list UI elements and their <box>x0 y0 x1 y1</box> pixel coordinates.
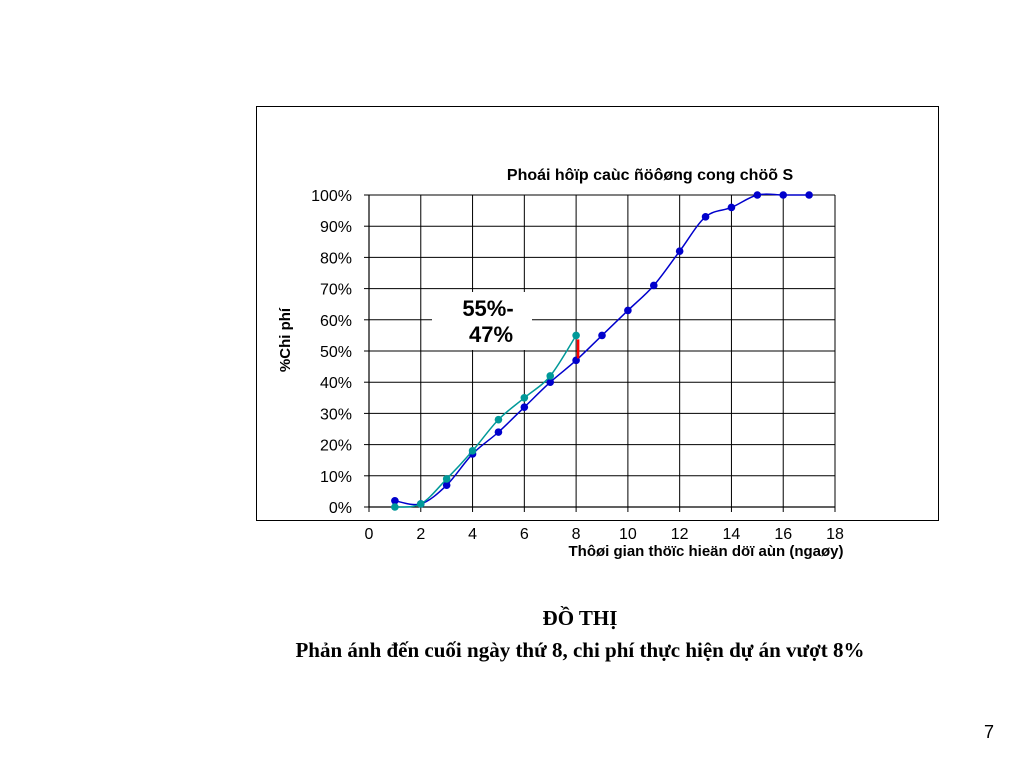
y-axis-label: %Chi phí <box>277 307 294 372</box>
y-tick-label: 60% <box>320 313 352 330</box>
x-tick-label: 10 <box>619 526 637 543</box>
x-tick-label: 16 <box>774 526 792 543</box>
caption-subtitle: Phản ánh đến cuối ngày thứ 8, chi phí th… <box>295 638 865 662</box>
series-point-2 <box>416 500 425 508</box>
x-tick-label: 4 <box>468 526 477 543</box>
y-tick-label: 10% <box>320 469 352 486</box>
series-point-2 <box>572 331 580 340</box>
x-tick-label: 18 <box>826 526 844 543</box>
x-tick-label: 2 <box>416 526 425 543</box>
series-point-1 <box>391 496 399 505</box>
series-point-1 <box>805 191 813 199</box>
series-point-1 <box>572 356 580 365</box>
series-point-1 <box>675 247 684 255</box>
series-line-2 <box>394 334 577 508</box>
y-tick-label: 90% <box>320 219 352 236</box>
grid <box>368 194 836 508</box>
series-point-1 <box>701 213 710 221</box>
series-point-2 <box>442 475 451 483</box>
y-tick-label: 50% <box>320 344 352 361</box>
annotation-line-1: 55%- <box>462 296 513 321</box>
y-tick-label: 80% <box>320 250 352 267</box>
series-point-1 <box>727 203 736 212</box>
y-tick-label: 30% <box>320 406 352 423</box>
y-tick-label: 70% <box>320 282 352 299</box>
series-point-2 <box>468 447 477 455</box>
series-point-2 <box>391 503 399 511</box>
series <box>391 191 813 511</box>
page-number: 7 <box>983 722 994 742</box>
x-tick-label: 8 <box>572 526 581 543</box>
caption-title: ĐỒ THỊ <box>542 606 618 630</box>
chart-frame <box>256 106 939 521</box>
x-tick-label: 0 <box>365 526 374 543</box>
y-tick-label: 40% <box>320 375 352 392</box>
series-point-2 <box>494 415 503 424</box>
annotation-line-2: 47% <box>469 322 513 347</box>
y-tick-label: 0% <box>329 500 352 517</box>
series-point-1 <box>624 306 632 315</box>
series-point-1 <box>442 481 451 489</box>
x-tick-label: 6 <box>520 526 529 543</box>
series-point-1 <box>753 191 762 199</box>
series-point-2 <box>546 372 555 380</box>
chart-title: Phoái hôïp caùc ñöôøng cong chöõ S <box>507 167 794 184</box>
series-point-1 <box>779 191 788 199</box>
series-point-1 <box>520 403 529 411</box>
annotations: 55%-47% <box>432 292 580 359</box>
x-axis-label: Thôøi gian thöïc hieän döï aùn (ngaøy) <box>569 543 844 560</box>
series-point-1 <box>598 331 606 340</box>
series-point-1 <box>649 281 658 290</box>
axes: 0 2 4 6 8 10 12 14 16 18 0% 10% 20% 30% 40% 50% 60% 70% 80… <box>311 188 844 543</box>
x-tick-label: 12 <box>671 526 689 543</box>
y-tick-label: 20% <box>320 438 352 455</box>
annotation-box <box>432 292 532 350</box>
series-point-1 <box>494 428 503 436</box>
series-point-2 <box>520 394 529 402</box>
series-point-1 <box>546 378 555 387</box>
x-tick-label: 14 <box>723 526 741 543</box>
y-tick-label: 100% <box>311 188 352 205</box>
